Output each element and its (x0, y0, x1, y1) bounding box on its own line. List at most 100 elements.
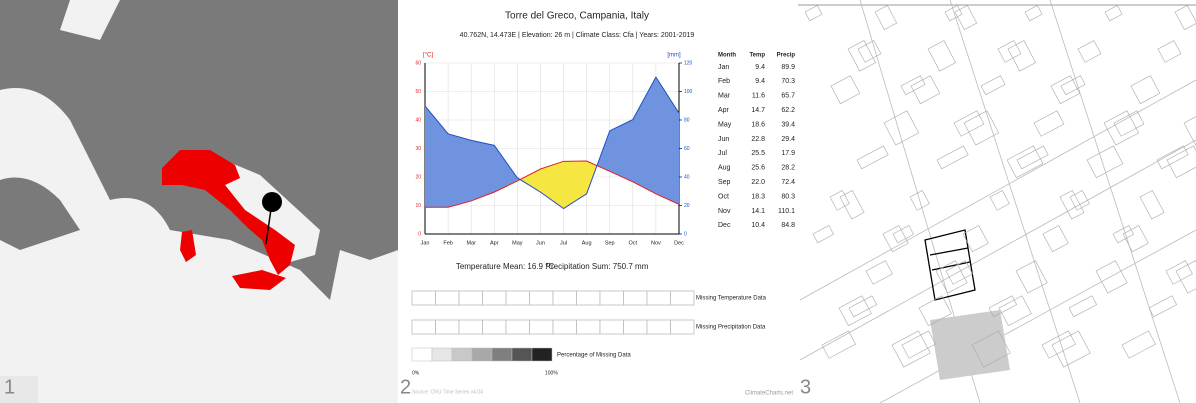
y-tick-label: 30 (415, 146, 421, 152)
table-temp: 22.8 (751, 136, 765, 143)
missing-cell (600, 320, 624, 334)
street-plan (798, 0, 1196, 403)
missing-cell (506, 291, 530, 305)
climate-chart: Torre del Greco, Campania, Italy 40.762N… (412, 11, 795, 397)
missing-cell (553, 320, 577, 334)
table-precip: 84.8 (781, 222, 795, 229)
table-temp: 25.5 (751, 150, 765, 157)
table-temp: 22.0 (751, 179, 765, 186)
missing-cell (577, 291, 601, 305)
missing-precipitation-label: Missing Precipitation Data (696, 325, 766, 331)
page: {"panels": ["1", "2", "3"], "chart_data"… (0, 0, 1196, 403)
scale-cell (432, 348, 452, 361)
panel-label: 2 (400, 376, 411, 398)
x-tick-label: Jun (536, 240, 545, 246)
table-temp: 18.6 (751, 121, 765, 128)
table-temp: 9.4 (755, 78, 765, 85)
table-precip: 65.7 (781, 93, 795, 100)
y-axis-label: [°C] (423, 53, 433, 59)
y2-tick-label: 0 (684, 231, 687, 237)
table-precip: 110.1 (778, 208, 795, 215)
table-month: Feb (718, 78, 730, 85)
x-tick-label: Feb (443, 240, 452, 246)
precipitation-sum: Precipitation Sum: 750.7 mm (546, 262, 649, 271)
missing-cell (506, 320, 530, 334)
missing-percentage-label: Percentage of Missing Data (557, 353, 631, 359)
table-month: Jun (718, 136, 729, 143)
y-tick-label: 0 (418, 231, 421, 237)
missing-cell (647, 320, 671, 334)
table-precip: 89.9 (781, 64, 795, 71)
table-header: Temp (749, 53, 765, 59)
table-month: Aug (718, 165, 731, 172)
scale-cell (532, 348, 552, 361)
y2-tick-label: 60 (684, 146, 690, 152)
missing-cell (483, 291, 507, 305)
x-tick-label: Nov (651, 240, 661, 246)
y-tick-label: 60 (415, 60, 421, 66)
y2-tick-label: 20 (684, 203, 690, 209)
scale-min: 0% (412, 370, 420, 376)
y2-tick-label: 120 (684, 60, 693, 66)
panel-label: 1 (4, 376, 15, 398)
x-tick-label: May (512, 240, 523, 246)
table-precip: 70.3 (781, 78, 795, 85)
table-month: Nov (718, 208, 731, 215)
missing-temperature-label: Missing Temperature Data (696, 296, 767, 302)
missing-cell (530, 291, 554, 305)
missing-cell (624, 320, 648, 334)
y-tick-label: 10 (415, 203, 421, 209)
temperature-mean: Temperature Mean: 16.9 °C (456, 262, 555, 271)
scale-cell (472, 348, 492, 361)
table-month: Jul (718, 150, 727, 157)
table-header: Month (718, 53, 736, 59)
table-precip: 62.2 (781, 107, 795, 114)
x-tick-label: Aug (582, 240, 592, 246)
missing-cell (483, 320, 507, 334)
y-tick-label: 50 (415, 89, 421, 95)
table-month: Jan (718, 64, 729, 71)
x-tick-label: Oct (629, 240, 638, 246)
y2-tick-label: 100 (684, 89, 693, 95)
table-temp: 11.6 (752, 93, 765, 100)
panel-label: 3 (800, 376, 811, 398)
missing-cell (459, 291, 483, 305)
table-temp: 25.6 (751, 165, 765, 172)
missing-cell (671, 320, 695, 334)
scale-cell (412, 348, 432, 361)
credit: ClimateCharts.net (745, 391, 793, 397)
missing-cell (671, 291, 695, 305)
scale-cell (492, 348, 512, 361)
table-precip: 28.2 (781, 165, 795, 172)
missing-cell (577, 320, 601, 334)
missing-cell (412, 320, 436, 334)
source: Source: CRU Time Series v4.04 (412, 389, 483, 395)
table-temp: 9.4 (755, 64, 765, 71)
table-temp: 18.3 (751, 193, 765, 200)
table-precip: 39.4 (781, 121, 795, 128)
missing-cell (412, 291, 436, 305)
y-tick-label: 20 (415, 174, 421, 180)
missing-cell (647, 291, 671, 305)
x-tick-label: Jan (421, 240, 430, 246)
scale-max: 100% (545, 370, 558, 376)
missing-cell (600, 291, 624, 305)
table-precip: 29.4 (781, 136, 795, 143)
table-header: Precip (777, 53, 796, 59)
y2-tick-label: 40 (684, 174, 690, 180)
table-temp: 14.7 (751, 107, 765, 114)
missing-cell (624, 291, 648, 305)
table-month: Apr (718, 107, 730, 114)
missing-cell (436, 320, 460, 334)
x-tick-label: Jul (560, 240, 567, 246)
figure: Torre del Greco, Campania, Italy 40.762N… (0, 0, 1196, 403)
table-temp: 14.1 (751, 208, 765, 215)
missing-cell (530, 320, 554, 334)
table-month: May (718, 121, 732, 128)
y-tick-label: 40 (415, 117, 421, 123)
x-tick-label: Apr (490, 240, 499, 246)
scale-cell (512, 348, 532, 361)
table-month: Sep (718, 179, 731, 186)
x-tick-label: Dec (674, 240, 684, 246)
table-precip: 72.4 (781, 179, 795, 186)
